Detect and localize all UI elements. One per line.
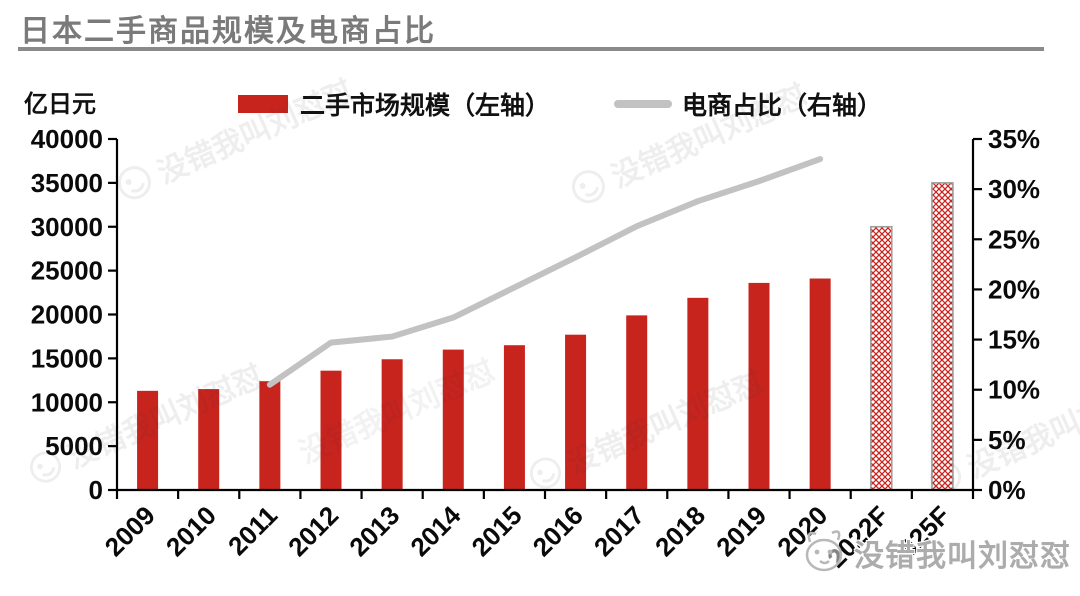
left-axis-unit-label: 亿日元	[24, 91, 96, 118]
right-axis-tick-label: 30%	[988, 174, 1040, 204]
author-watermark: 没错我叫刘怼怼	[800, 528, 1071, 578]
author-watermark-text: 没错我叫刘怼怼	[854, 540, 1071, 573]
line-series-swatch-icon	[614, 100, 672, 108]
bar	[198, 389, 220, 490]
bar	[748, 282, 770, 490]
bar	[809, 278, 831, 490]
bar	[137, 390, 159, 490]
x-axis-tick-label: 2015	[466, 500, 528, 562]
left-axis-tick-label: 35000	[31, 168, 103, 198]
x-axis-tick-label: 2019	[710, 500, 772, 562]
legend: 二手市场规模（左轴） 电商占比（右轴）	[130, 86, 990, 122]
x-axis-tick-label: 2012	[282, 500, 344, 562]
right-axis-tick-label: 5%	[988, 425, 1026, 455]
bar	[565, 334, 587, 490]
x-axis-tick-label: 2017	[588, 500, 650, 562]
legend-item-ec-share: 电商占比（右轴）	[614, 86, 882, 122]
bar	[381, 359, 403, 490]
x-axis-tick-label: 2014	[404, 500, 466, 562]
legend-label-market-size: 二手市场规模（左轴）	[299, 92, 550, 120]
bar	[442, 349, 464, 490]
legend-label-ec-share: 电商占比（右轴）	[682, 92, 883, 120]
title-divider	[18, 47, 1044, 51]
left-axis-tick-label: 25000	[31, 256, 103, 286]
legend-item-market-size: 二手市场规模（左轴）	[237, 86, 550, 122]
axes	[115, 139, 975, 492]
bar-forecast	[931, 182, 954, 491]
cartoon-face-icon	[805, 530, 843, 572]
bar	[320, 370, 342, 490]
right-axis-tick-label: 20%	[988, 274, 1040, 304]
right-axis-tick-label: 25%	[988, 224, 1040, 254]
ec-share-line	[266, 156, 824, 388]
left-axis-tick-label: 15000	[31, 343, 103, 373]
x-axis-tick-label: 2009	[99, 500, 161, 562]
bar	[259, 381, 281, 490]
x-axis-tick-label: 2011	[222, 500, 283, 561]
page-title: 日本二手商品规模及电商占比	[20, 14, 436, 49]
bar	[687, 297, 709, 490]
x-axis-tick-label: 2018	[649, 500, 711, 562]
x-axis-tick-label: 2010	[160, 500, 222, 562]
bar	[503, 345, 525, 490]
right-axis-tick-label: 10%	[988, 375, 1040, 405]
right-axis-tick-label: 0%	[988, 475, 1026, 505]
left-axis-tick-label: 30000	[31, 212, 103, 242]
left-axis-tick-label: 5000	[45, 431, 103, 461]
bar	[626, 315, 648, 490]
left-axis-tick-label: 10000	[31, 387, 103, 417]
bar-series-swatch-icon	[237, 95, 288, 113]
left-axis-tick-label: 20000	[31, 300, 103, 330]
right-axis-tick-label: 15%	[988, 325, 1040, 355]
left-axis-tick-label: 40000	[31, 124, 103, 154]
x-axis-tick-label: 2013	[343, 500, 405, 562]
x-axis-tick-label: 2016	[527, 500, 589, 562]
bar-forecast	[869, 225, 893, 491]
right-axis-tick-label: 35%	[988, 124, 1040, 154]
left-axis-tick-label: 0	[89, 475, 103, 505]
